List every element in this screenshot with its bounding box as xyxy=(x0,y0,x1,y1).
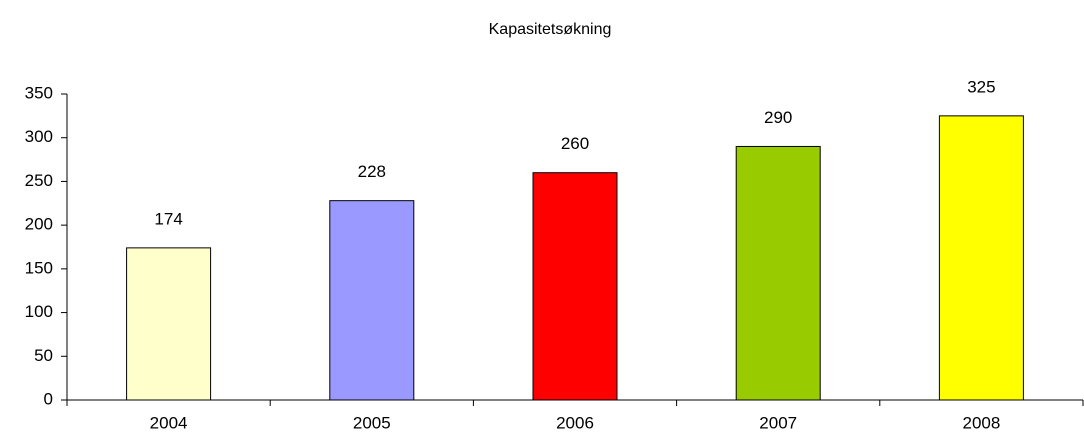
y-tick-label: 350 xyxy=(25,83,53,102)
data-label: 325 xyxy=(967,77,995,96)
y-tick-label: 100 xyxy=(25,302,53,321)
x-tick-label: 2007 xyxy=(759,413,797,432)
y-tick-label: 150 xyxy=(25,258,53,277)
bar xyxy=(938,115,1024,401)
x-tick-label: 2006 xyxy=(556,413,594,432)
y-tick-label: 50 xyxy=(34,346,53,365)
y-tick-label: 200 xyxy=(25,215,53,234)
x-tick-label: 2008 xyxy=(962,413,1000,432)
bar xyxy=(735,145,821,401)
bar xyxy=(532,172,618,401)
y-tick-label: 300 xyxy=(25,127,53,146)
bar xyxy=(126,247,212,401)
y-tick-label: 250 xyxy=(25,171,53,190)
y-tick-label: 0 xyxy=(44,389,53,408)
data-label: 174 xyxy=(154,209,182,228)
data-label: 228 xyxy=(358,162,386,181)
data-label: 260 xyxy=(561,134,589,153)
data-label: 290 xyxy=(764,108,792,127)
chart-title: Kapasitetsøkning xyxy=(489,21,612,38)
bar xyxy=(329,200,415,401)
x-tick-label: 2005 xyxy=(353,413,391,432)
x-tick-label: 2004 xyxy=(150,413,188,432)
